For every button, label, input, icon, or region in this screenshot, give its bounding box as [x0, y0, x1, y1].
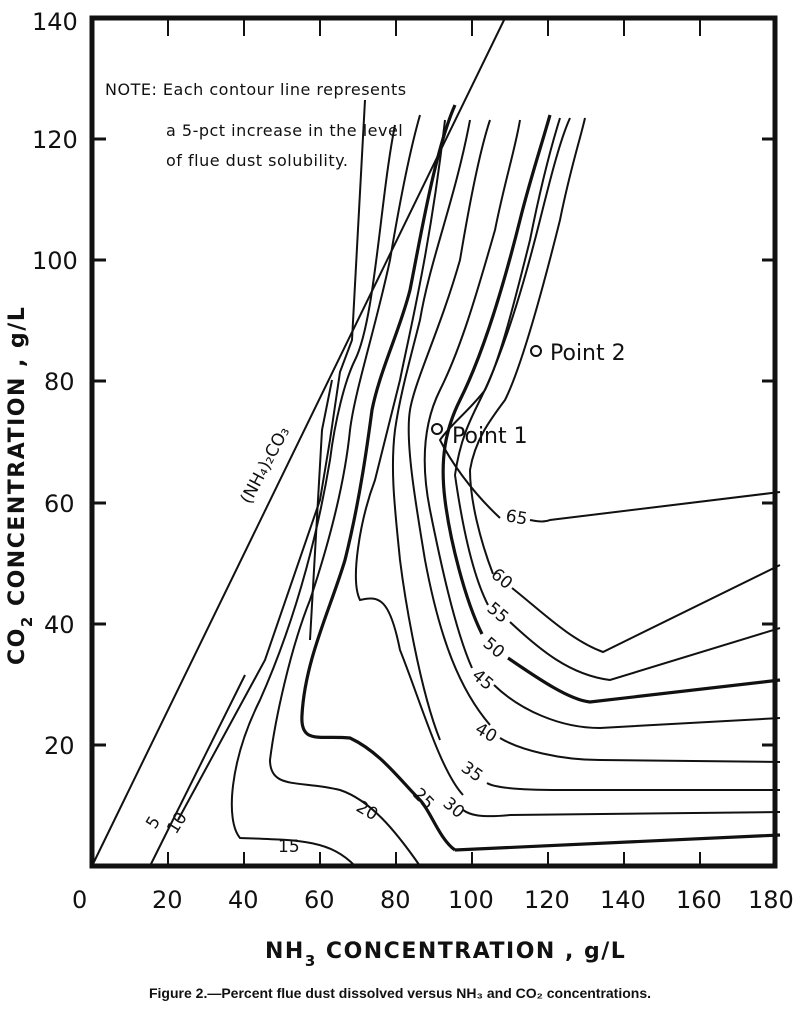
svg-text:140: 140: [600, 886, 646, 914]
y-ticks: [92, 137, 775, 747]
svg-text:a 5-pct increase in the level: a 5-pct increase in the level: [166, 121, 403, 140]
contour-65: [438, 117, 561, 519]
svg-text:180: 180: [748, 886, 794, 914]
svg-text:60: 60: [44, 490, 75, 518]
point-1-marker: [431, 423, 443, 435]
svg-text:100: 100: [32, 247, 78, 275]
svg-text:45: 45: [468, 666, 497, 695]
svg-text:40: 40: [44, 611, 75, 639]
contour-chart: 0 20 40 60 80 100 120 140 160 180 20 40 …: [5, 8, 794, 970]
svg-text:20: 20: [353, 797, 382, 825]
svg-text:NOTE: Each contour line repres: NOTE: Each contour line represents: [105, 80, 407, 99]
svg-text:140: 140: [32, 8, 78, 36]
svg-text:20: 20: [44, 732, 75, 760]
svg-text:30: 30: [439, 794, 468, 823]
svg-text:25: 25: [408, 784, 437, 813]
plot-frame: [89, 15, 778, 869]
contour-45: [423, 119, 521, 669]
svg-text:40: 40: [472, 719, 501, 747]
x-ticks: [167, 18, 701, 866]
contour-lines: [149, 99, 781, 867]
contour-25: [300, 104, 457, 852]
svg-text:160: 160: [676, 886, 722, 914]
y-tick-labels: 20 40 60 80 100 120 140: [32, 8, 78, 760]
note-text: NOTE: Each contour line represents a 5-p…: [105, 80, 407, 170]
svg-text:80: 80: [44, 368, 75, 396]
point-1-label: Point 1: [452, 424, 528, 449]
svg-text:80: 80: [380, 886, 411, 914]
svg-text:5: 5: [142, 813, 165, 833]
contour-50: [441, 114, 552, 635]
svg-text:20: 20: [152, 886, 183, 914]
svg-text:10: 10: [163, 809, 191, 838]
svg-text:35: 35: [457, 758, 486, 787]
point-2-label: Point 2: [550, 341, 626, 366]
svg-text:60: 60: [304, 886, 335, 914]
svg-text:of flue dust solubility.: of flue dust solubility.: [166, 151, 348, 170]
contour-5: [149, 674, 246, 867]
contour-20: [268, 114, 421, 867]
svg-text:50: 50: [479, 634, 508, 663]
svg-text:120: 120: [32, 126, 78, 154]
contour-30: [355, 119, 464, 796]
svg-text:0: 0: [72, 886, 87, 914]
point-2-marker: [530, 345, 542, 357]
svg-text:120: 120: [524, 886, 570, 914]
contour-60: [468, 117, 586, 575]
x-tick-labels: 0 20 40 60 80 100 120 140 160 180: [72, 886, 794, 914]
y-axis-title: CO2 CONCENTRATION , g/L: [5, 306, 36, 665]
contour-40: [407, 119, 491, 726]
x-axis-title: NH3 CONCENTRATION , g/L: [265, 939, 626, 970]
svg-text:15: 15: [278, 837, 300, 857]
ammonium-carbonate-label: (NH₄)₂CO₃: [237, 423, 294, 507]
svg-text:40: 40: [228, 886, 259, 914]
ammonium-carbonate-line: [91, 17, 506, 867]
contour-15: [230, 124, 396, 867]
figure-caption: Figure 2.—Percent flue dust dissolved ve…: [148, 985, 652, 1001]
contour-35: [391, 119, 471, 741]
svg-text:100: 100: [448, 886, 494, 914]
svg-text:65: 65: [504, 506, 529, 529]
